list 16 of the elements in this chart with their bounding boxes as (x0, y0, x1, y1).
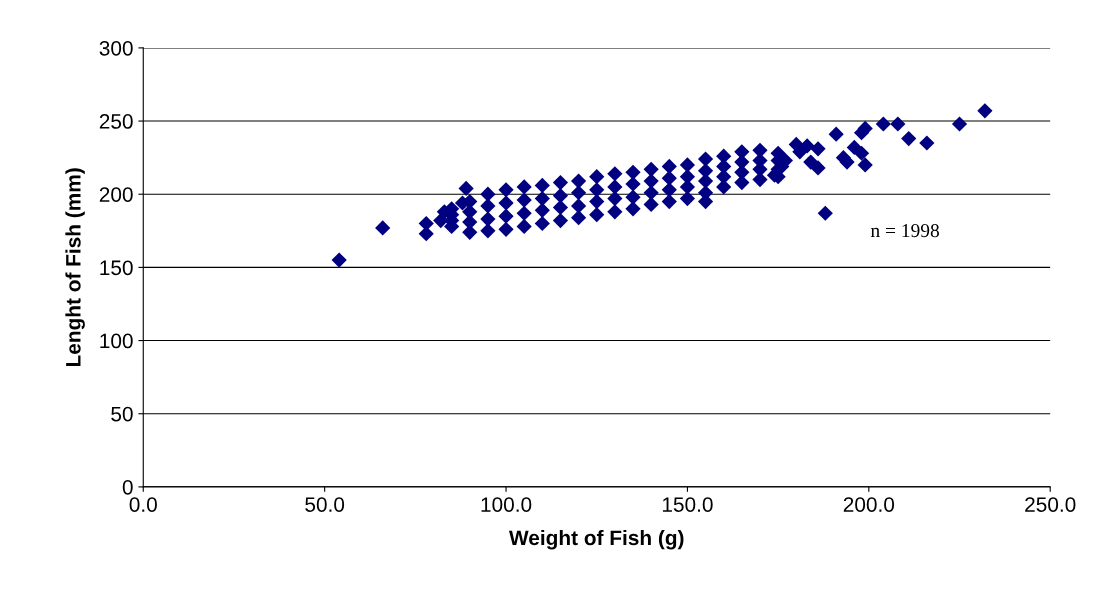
y-tick-label: 50 (111, 406, 133, 422)
y-tick-label: 100 (100, 333, 133, 349)
annotation: n = 1998 (870, 224, 939, 238)
x-tick-label: 200.0 (843, 497, 895, 512)
y-tick-label: 0 (122, 479, 133, 495)
x-tick-label: 150.0 (662, 497, 713, 512)
y-tick-label: 150 (100, 260, 133, 276)
y-tick-label: 250 (99, 114, 133, 129)
x-tick-label: 50.0 (305, 497, 345, 512)
y-axis-title: Lenght of Fish (mm) (65, 168, 85, 367)
x-tick-label: 100.0 (481, 497, 532, 512)
y-tick-label: 300 (99, 40, 133, 56)
x-axis-title: Weight of Fish (g) (509, 529, 684, 550)
x-tick-label: 250.0 (1025, 497, 1076, 512)
x-tick-label: 0.0 (129, 497, 157, 512)
y-tick-label: 200 (99, 187, 133, 202)
